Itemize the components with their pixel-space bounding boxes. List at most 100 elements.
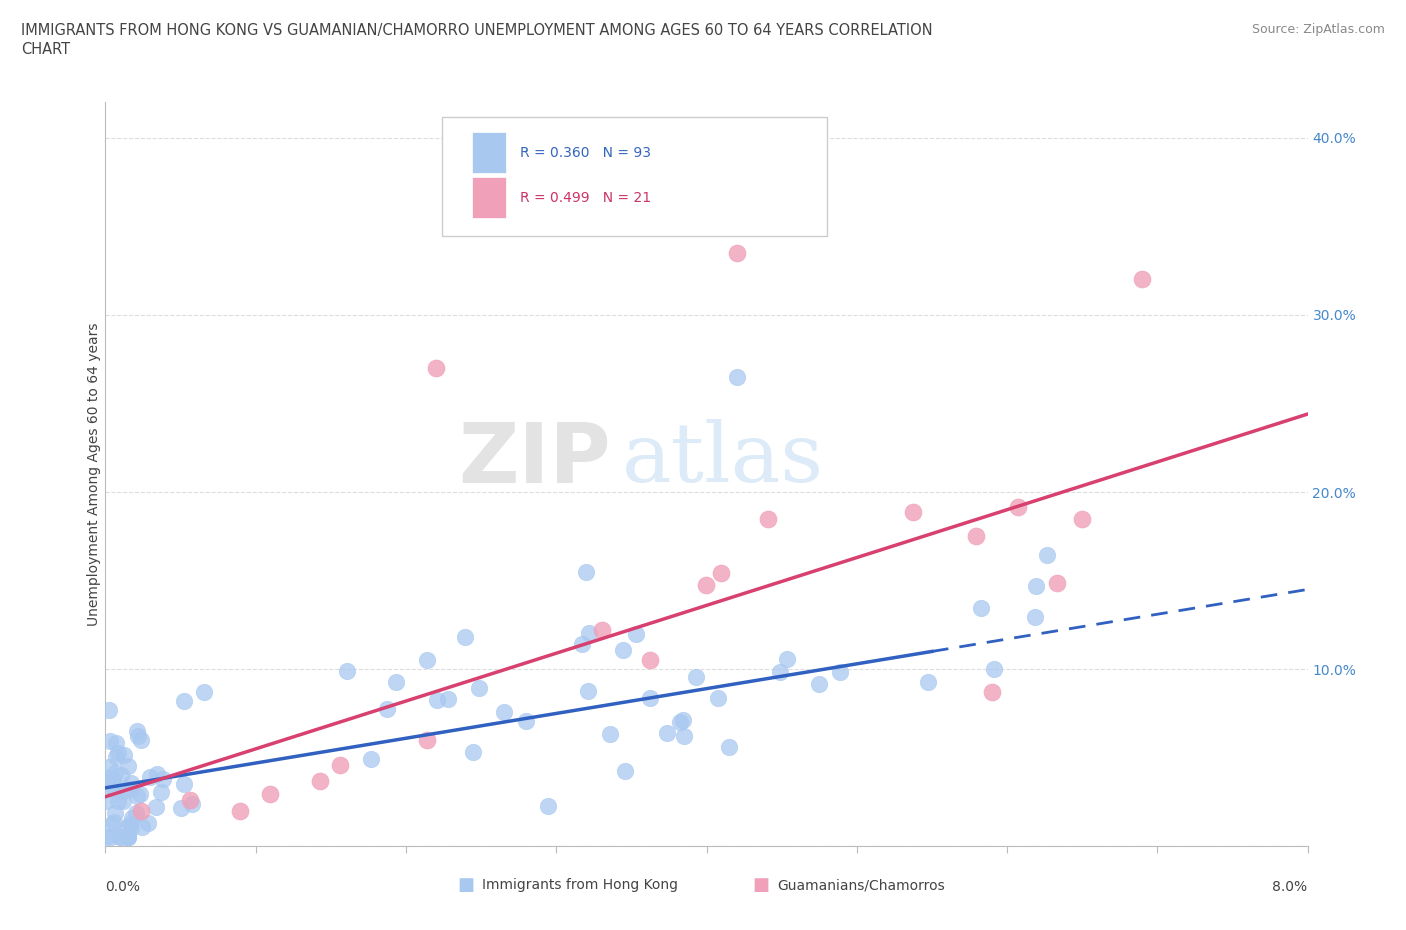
Point [97, 759, 120, 774]
Point [571, 637, 593, 652]
Point [98, 734, 121, 749]
Point [830, 664, 852, 679]
Point [173, 694, 195, 709]
Point [131, 733, 153, 748]
Point [638, 690, 661, 705]
Point [117, 819, 139, 834]
Point [146, 766, 169, 781]
Point [578, 626, 600, 641]
Point [965, 528, 987, 543]
Point [375, 702, 398, 717]
Text: ZIP: ZIP [458, 418, 610, 500]
Point [970, 601, 993, 616]
Point [612, 643, 634, 658]
Point [1071, 512, 1094, 526]
Point [179, 792, 201, 807]
Point [105, 750, 128, 764]
Point [360, 751, 382, 766]
Point [125, 805, 148, 820]
Point [129, 786, 152, 801]
Point [591, 622, 613, 637]
Point [180, 797, 202, 812]
Point [308, 774, 330, 789]
Text: CHART: CHART [21, 42, 70, 57]
Point [668, 715, 690, 730]
Point [110, 768, 132, 783]
Point [454, 630, 477, 644]
Point [436, 692, 458, 707]
Point [515, 713, 537, 728]
Point [111, 794, 134, 809]
Point [117, 759, 139, 774]
Point [575, 565, 598, 579]
Point [103, 814, 125, 829]
Point [127, 724, 149, 738]
Bar [472, 177, 506, 218]
Point [425, 361, 447, 376]
Point [131, 819, 153, 834]
Point [710, 565, 733, 580]
Point [96, 771, 118, 786]
Point [769, 664, 792, 679]
Point [94, 830, 117, 844]
Point [120, 776, 142, 790]
Point [329, 757, 352, 772]
Point [415, 732, 437, 747]
Text: R = 0.360   N = 93: R = 0.360 N = 93 [520, 146, 651, 160]
Point [537, 799, 560, 814]
Point [120, 817, 142, 831]
Point [657, 725, 679, 740]
Point [101, 817, 124, 831]
Point [104, 765, 127, 780]
Point [1046, 576, 1069, 591]
Point [193, 684, 215, 699]
Point [117, 830, 139, 844]
Point [98, 703, 121, 718]
Point [426, 693, 449, 708]
Point [707, 691, 730, 706]
Point [127, 728, 149, 743]
Point [336, 664, 359, 679]
Point [101, 771, 124, 786]
Point [725, 246, 748, 260]
Point [104, 806, 127, 821]
Point [725, 369, 748, 384]
Point [576, 684, 599, 698]
Text: 8.0%: 8.0% [1272, 880, 1308, 894]
Point [1007, 499, 1029, 514]
Point [121, 811, 143, 826]
Point [111, 783, 134, 798]
Point [110, 830, 132, 844]
Point [120, 820, 142, 835]
Text: Source: ZipAtlas.com: Source: ZipAtlas.com [1251, 23, 1385, 36]
Text: R = 0.499   N = 21: R = 0.499 N = 21 [520, 191, 651, 205]
Point [173, 777, 195, 791]
Point [673, 728, 696, 743]
Point [624, 627, 647, 642]
Text: IMMIGRANTS FROM HONG KONG VS GUAMANIAN/CHAMORRO UNEMPLOYMENT AMONG AGES 60 TO 64: IMMIGRANTS FROM HONG KONG VS GUAMANIAN/C… [21, 23, 932, 38]
Point [385, 674, 408, 689]
Point [110, 830, 132, 844]
FancyBboxPatch shape [441, 117, 827, 236]
Point [125, 789, 148, 804]
Point [983, 661, 1005, 676]
Point [981, 684, 1004, 699]
Bar [472, 132, 506, 173]
Point [259, 787, 281, 802]
Text: Immigrants from Hong Kong: Immigrants from Hong Kong [482, 878, 678, 893]
Point [1130, 272, 1153, 286]
Point [94, 794, 117, 809]
Point [104, 736, 127, 751]
Point [917, 674, 939, 689]
Text: atlas: atlas [623, 419, 824, 499]
Point [685, 670, 707, 684]
Point [104, 782, 127, 797]
Point [115, 830, 138, 844]
Point [599, 726, 621, 741]
Point [149, 785, 172, 800]
Point [145, 800, 167, 815]
Point [112, 748, 135, 763]
Point [107, 794, 129, 809]
Point [170, 801, 193, 816]
Point [775, 652, 797, 667]
